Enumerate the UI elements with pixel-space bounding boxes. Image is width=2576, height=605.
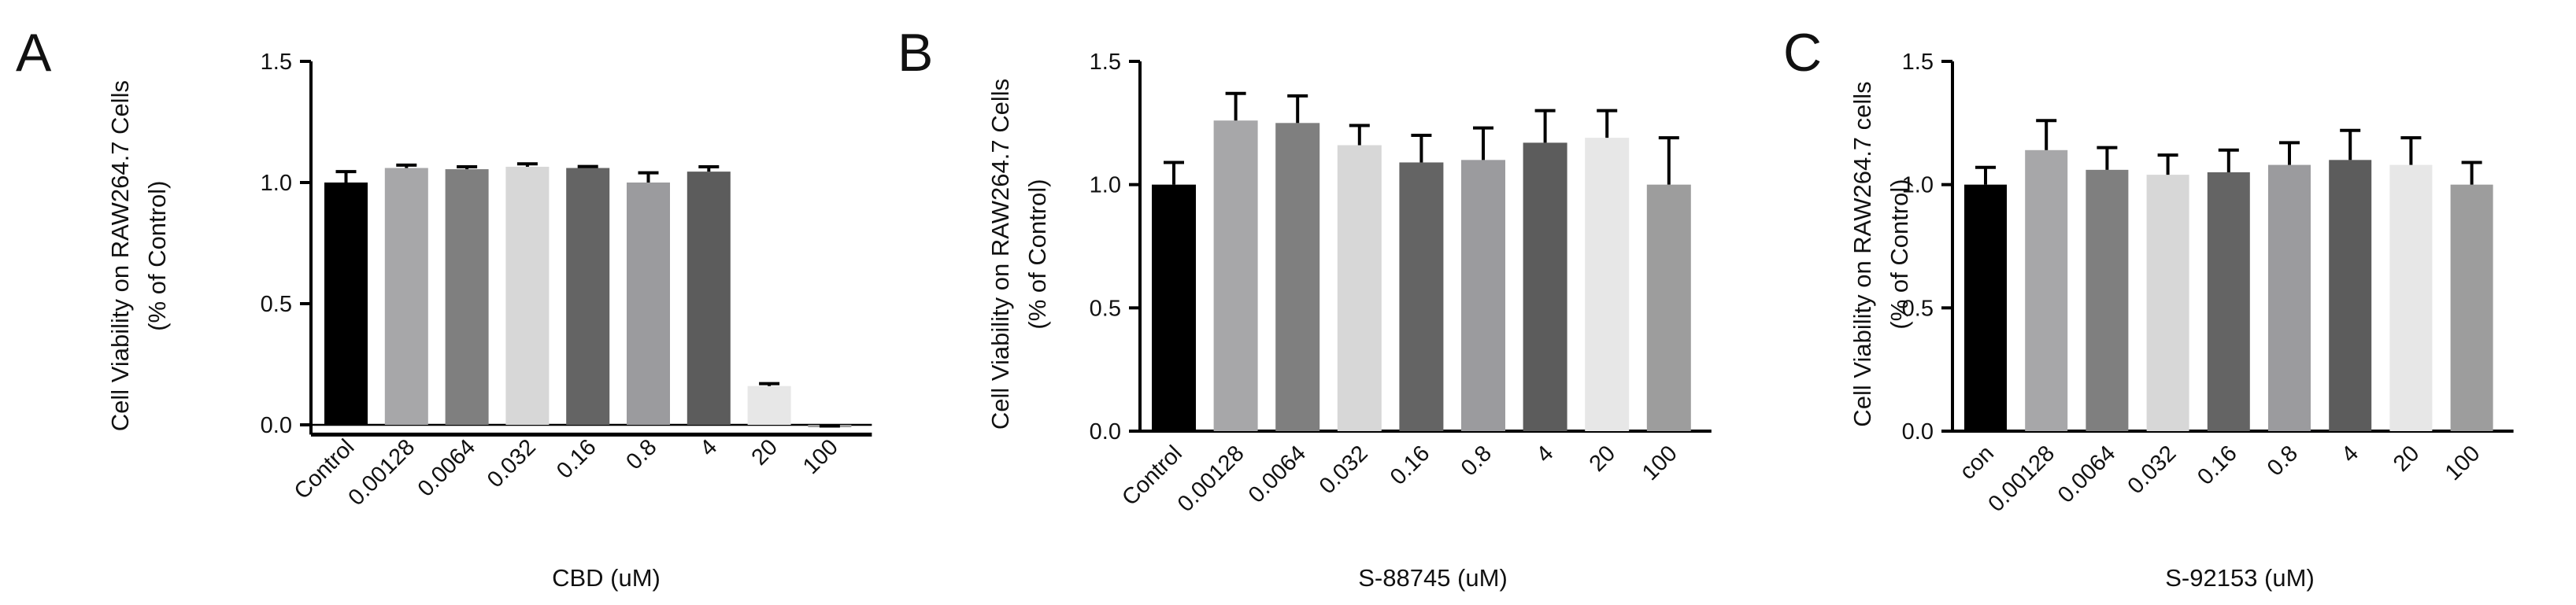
bar: [747, 386, 791, 425]
bar: [687, 172, 731, 425]
bar: [324, 183, 368, 425]
x-tick-label: 0.032: [1315, 441, 1373, 499]
x-tick-label: 20: [747, 434, 783, 470]
x-tick-label: 0.8: [621, 434, 661, 474]
x-tick-label: 0.00128: [343, 434, 420, 511]
y-tick-label: 1.0: [261, 171, 292, 196]
x-tick-label: 0.8: [1456, 441, 1497, 481]
y-axis-label-line1: Cell Viability on RAW264.7 Cells: [106, 80, 134, 431]
y-tick-label: 0.0: [1902, 419, 1934, 445]
x-tick-label: 100: [798, 434, 843, 479]
bar: [384, 168, 428, 425]
x-tick-label: 100: [1638, 441, 1682, 485]
x-axis-label: S-88745 (uM): [1358, 564, 1508, 592]
bar: [627, 183, 670, 425]
x-tick-label: con: [1955, 441, 1999, 485]
x-tick-label: 0.16: [2193, 441, 2242, 490]
bar: [2086, 169, 2129, 431]
bar: [1152, 184, 1196, 431]
y-axis-label-line2: (% of Control): [143, 181, 171, 331]
bar: [1461, 160, 1505, 432]
bar: [1213, 120, 1258, 431]
bar: [2268, 164, 2311, 431]
bar: [2025, 149, 2068, 432]
panel-letter: B: [898, 23, 933, 83]
y-tick-label: 0.0: [261, 413, 292, 438]
bar: [2329, 160, 2372, 432]
x-tick-label: 4: [1532, 441, 1559, 467]
y-axis-label-line2: (% of Control): [1886, 179, 1913, 329]
bar: [2450, 184, 2493, 431]
x-tick-label: 0.16: [1386, 441, 1435, 490]
x-tick-label: 0.0064: [413, 434, 480, 501]
x-axis-label: S-92153 (uM): [2165, 564, 2315, 592]
bar: [2207, 172, 2250, 431]
y-tick-label: 1.0: [1090, 173, 1121, 198]
y-axis-label-line1: Cell Viability on RAW264.7 Cells: [986, 79, 1014, 430]
y-tick-label: 1.5: [1902, 50, 1934, 75]
bar: [1964, 184, 2007, 431]
x-tick-label: 0.0064: [2053, 441, 2120, 507]
y-tick-label: 1.5: [1090, 50, 1121, 75]
panel-letter: A: [16, 23, 52, 83]
x-axis-label: CBD (uM): [552, 564, 661, 592]
x-tick-label: 4: [2337, 441, 2363, 467]
bar: [1275, 123, 1320, 432]
bar: [566, 168, 610, 425]
bar: [1399, 162, 1444, 431]
y-tick-label: 0.0: [1090, 419, 1121, 445]
bar: [505, 166, 550, 426]
x-tick-label: 20: [2389, 441, 2424, 476]
bar: [1337, 145, 1382, 432]
y-axis-label-line1: Cell Viability on RAW264.7 cells: [1849, 81, 1876, 426]
x-tick-label: 0.16: [552, 434, 601, 484]
bar: [445, 169, 489, 425]
bar: [1585, 138, 1630, 431]
bar: [2389, 164, 2433, 431]
bar: [1646, 184, 1691, 431]
x-tick-label: 0.032: [483, 434, 541, 492]
x-tick-label: 20: [1585, 441, 1620, 476]
x-tick-label: 0.032: [2123, 441, 2182, 499]
panel-letter: C: [1783, 23, 1822, 83]
y-tick-label: 0.5: [1902, 296, 1934, 321]
x-tick-label: 0.0064: [1244, 441, 1311, 507]
x-tick-label: 4: [695, 434, 722, 461]
bar: [2146, 175, 2189, 431]
x-tick-label: 0.8: [2263, 441, 2303, 481]
x-tick-label: 0.00128: [1173, 441, 1249, 517]
y-tick-label: 1.0: [1902, 173, 1934, 198]
y-tick-label: 0.5: [1090, 296, 1121, 321]
y-axis-label-line2: (% of Control): [1023, 179, 1051, 329]
y-tick-label: 0.5: [261, 292, 292, 317]
y-tick-label: 1.5: [261, 50, 292, 75]
bar: [1523, 142, 1567, 431]
x-tick-label: 100: [2441, 441, 2485, 485]
x-tick-label: 0.00128: [1983, 441, 2060, 517]
